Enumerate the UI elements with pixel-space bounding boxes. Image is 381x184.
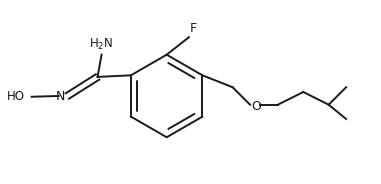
Text: H$_2$N: H$_2$N [90,36,114,52]
Text: HO: HO [6,90,24,103]
Text: N: N [56,90,65,103]
Text: F: F [190,22,197,35]
Text: O: O [252,100,261,113]
